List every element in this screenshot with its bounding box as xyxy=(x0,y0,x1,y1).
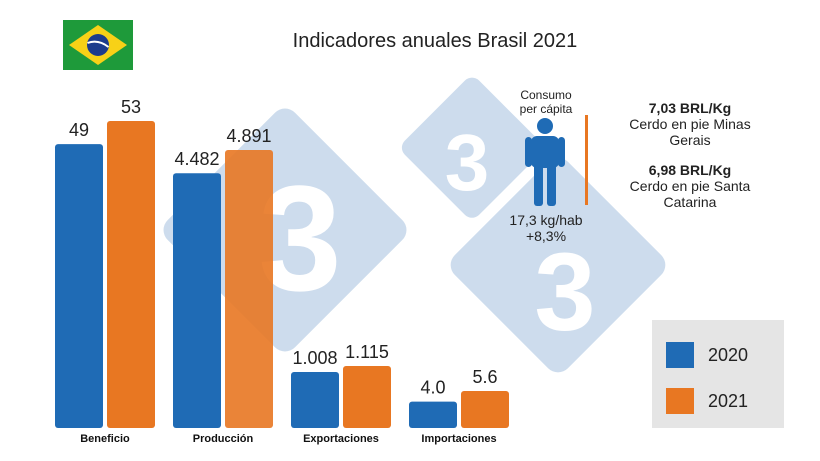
divider-line xyxy=(585,115,588,205)
consumo-title-line2: per cápita xyxy=(519,102,573,116)
legend-swatch xyxy=(666,342,694,368)
category-label: Importaciones xyxy=(421,433,496,445)
bar-value-label: 5.6 xyxy=(472,367,497,387)
bar-2021-0 xyxy=(107,121,155,428)
consumo-change: +8,3% xyxy=(525,228,567,244)
price-value: 6,98 BRL/Kg xyxy=(648,162,732,178)
price-desc-line1: Cerdo en pie Santa xyxy=(629,178,751,194)
chart-title: Indicadores anuales Brasil 2021 xyxy=(292,30,578,52)
category-label: Producción xyxy=(193,433,254,445)
bar-value-label: 49 xyxy=(69,120,89,140)
bar-value-label: 1.008 xyxy=(292,348,337,368)
bar-value-label: 53 xyxy=(121,97,141,117)
consumo-value: 17,3 kg/hab +8,3% xyxy=(486,212,606,244)
price-santa-catarina: 6,98 BRL/Kg Cerdo en pie Santa Catarina xyxy=(600,162,780,210)
bar-value-label: 4.891 xyxy=(226,126,271,146)
price-value: 7,03 BRL/Kg xyxy=(648,100,732,116)
bar-2021-2 xyxy=(343,366,391,428)
bar-2020-2 xyxy=(291,371,339,428)
bar-2021-3 xyxy=(461,391,509,428)
bar-2020-3 xyxy=(409,401,457,428)
brazil-flag-icon xyxy=(63,20,133,70)
price-desc-line2: Gerais xyxy=(669,132,711,148)
legend-label: 2020 xyxy=(708,344,749,365)
svg-text:3: 3 xyxy=(534,231,595,354)
consumo-title: Consumo per cápita xyxy=(506,88,586,116)
consumo-title-line1: Consumo xyxy=(520,88,572,102)
price-desc-line1: Cerdo en pie Minas xyxy=(629,116,751,132)
legend: 2020 2021 xyxy=(652,320,784,428)
category-label: Exportaciones xyxy=(303,433,379,445)
legend-swatch xyxy=(666,388,694,414)
bar-2020-0 xyxy=(55,144,103,429)
legend-item-2020: 2020 xyxy=(666,342,748,368)
category-label: Beneficio xyxy=(80,433,130,445)
consumo-kg: 17,3 kg/hab xyxy=(509,212,583,228)
svg-text:3: 3 xyxy=(445,118,490,207)
bar-2020-1 xyxy=(173,173,221,428)
price-minas-gerais: 7,03 BRL/Kg Cerdo en pie Minas Gerais xyxy=(600,100,780,148)
bar-value-label: 1.115 xyxy=(345,342,389,362)
price-desc-line2: Catarina xyxy=(663,194,717,210)
bar-2021-1 xyxy=(225,150,273,428)
bar-value-label: 4.0 xyxy=(420,378,445,398)
legend-label: 2021 xyxy=(708,390,749,411)
bar-value-label: 4.482 xyxy=(174,149,219,169)
person-icon xyxy=(525,118,565,206)
legend-item-2021: 2021 xyxy=(666,388,748,414)
